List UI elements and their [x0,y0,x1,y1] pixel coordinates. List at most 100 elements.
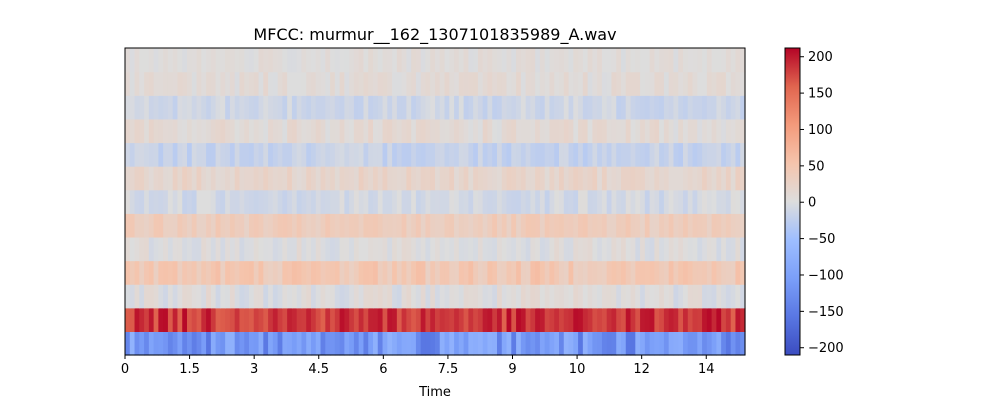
heatmap-cell [477,166,484,191]
heatmap-cell [401,166,407,191]
heatmap-cell [692,71,698,96]
heatmap-cell [716,260,722,285]
heatmap-cell [725,307,732,332]
heatmap-cell [439,48,446,73]
heatmap-cell [420,48,427,73]
heatmap-cell [244,166,250,191]
heatmap-cell [702,48,708,73]
heatmap-cell [468,95,474,120]
heatmap-cell [358,236,365,262]
heatmap-cell [687,118,694,144]
heatmap-cell [215,166,221,191]
heatmap-cell [406,166,412,191]
heatmap-cell [368,307,374,332]
heatmap-cell [706,213,713,238]
heatmap-cell [220,260,226,285]
heatmap-cell [377,331,384,356]
heatmap-cell [158,331,164,356]
heatmap-cell [201,166,207,191]
heatmap-cell [482,284,489,309]
heatmap-cell [516,71,522,96]
heatmap-cell [191,142,198,167]
heatmap-cell [291,284,298,309]
heatmap-cell [206,307,212,332]
heatmap-cell [206,71,212,96]
heatmap-cell [263,189,269,214]
heatmap-cell [425,48,431,73]
heatmap-cell [210,118,217,144]
heatmap-cell [368,331,374,356]
heatmap-cell [668,142,675,167]
heatmap-cell [730,189,737,214]
heatmap-cell [535,166,541,191]
heatmap-cell [668,284,675,309]
heatmap-cell [468,142,474,167]
heatmap-cell [172,71,179,96]
heatmap-cell [492,331,498,356]
heatmap-cell [320,189,326,214]
heatmap-cell [692,307,698,332]
heatmap-cell [578,142,584,167]
heatmap-cell [339,213,345,238]
heatmap-cell [630,260,636,285]
heatmap-cell [563,213,570,238]
heatmap-cell [501,284,508,309]
heatmap-cell [229,213,236,238]
x-axis: 0 1.5 3 4.5 6 7.5 9 10 12 14 [121,355,715,377]
heatmap-cell [721,307,727,332]
heatmap-cell [353,166,360,191]
heatmap-cell [387,189,393,214]
heatmap-cell [277,260,283,285]
heatmap-cell [430,142,436,167]
heatmap-cell [473,118,479,144]
heatmap-cell [373,331,379,356]
heatmap-cell [153,142,159,167]
heatmap-cell [621,142,627,167]
heatmap-cell [497,331,503,356]
heatmap-cell [492,236,498,262]
heatmap-cell [463,307,469,332]
heatmap-cell [163,189,169,214]
heatmap-cell [234,307,241,332]
heatmap-cell [711,284,717,309]
heatmap-cell [721,189,727,214]
heatmap-cell [549,118,555,144]
heatmap-cell [725,71,732,96]
heatmap-cell [139,118,145,144]
heatmap-cell [644,284,651,309]
heatmap-cell [611,284,617,309]
heatmap-cell [167,236,174,262]
heatmap-cell [191,166,198,191]
heatmap-cell [482,236,489,262]
heatmap-cell [716,284,722,309]
heatmap-cell [225,284,231,309]
heatmap-cell [182,166,188,191]
colorbar-tick-label: −100 [808,268,844,283]
heatmap-cell [463,213,469,238]
heatmap-cell [616,307,622,332]
heatmap-cell [673,48,679,73]
heatmap-cell [167,48,174,73]
heatmap-cell [210,236,217,262]
heatmap-cell [654,48,660,73]
heatmap-cell [511,142,517,167]
heatmap-cell [706,166,713,191]
heatmap-cell [654,284,660,309]
heatmap-cell [706,95,713,120]
heatmap-cell [635,71,641,96]
heatmap-cell [697,166,703,191]
heatmap-cell [239,118,245,144]
heatmap-cell [196,260,202,285]
heatmap-cell [597,118,603,144]
heatmap-cell [482,260,489,285]
heatmap-cell [129,236,136,262]
heatmap-cell [601,118,608,144]
heatmap-cell [549,236,555,262]
heatmap-cell [311,331,317,356]
heatmap-cell [249,71,255,96]
x-axis-label: Time [418,385,451,400]
heatmap-cell [311,307,317,332]
heatmap-cell [172,166,179,191]
heatmap-cell [740,236,746,262]
